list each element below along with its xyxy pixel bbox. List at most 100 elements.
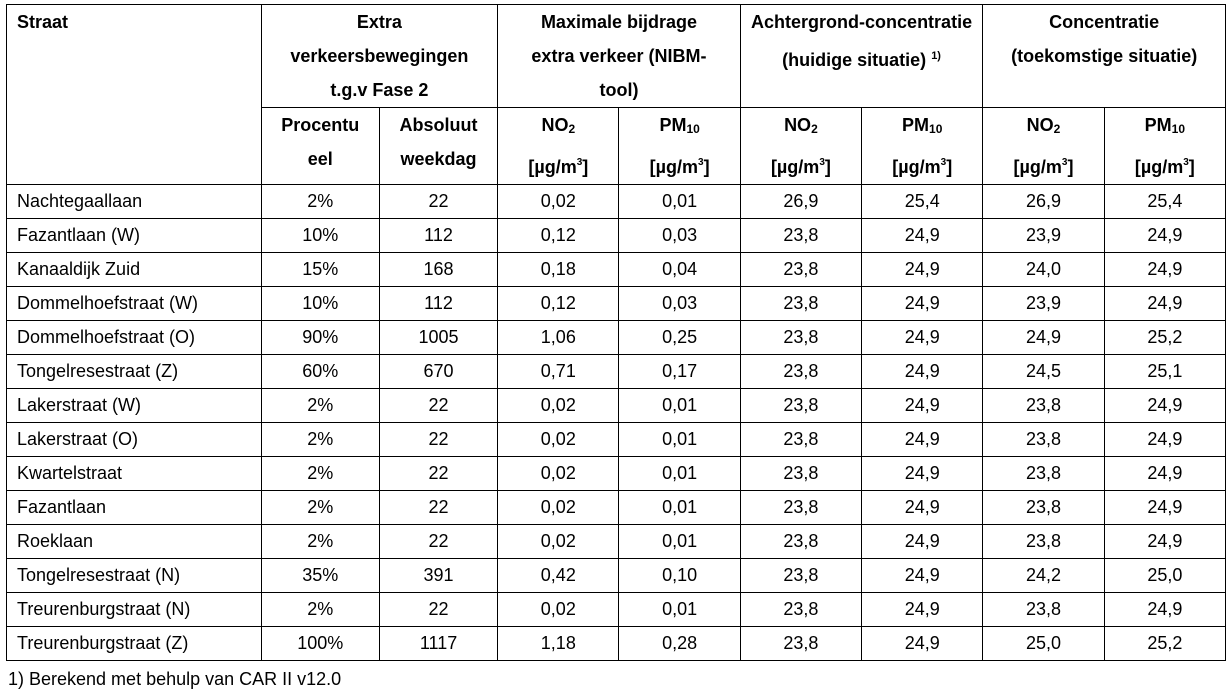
cell-absoluut: 22 xyxy=(378,184,499,219)
header-absoluut-weekdag: Absoluut weekdag xyxy=(378,107,499,185)
cell-con-pm10: 25,2 xyxy=(1103,626,1227,661)
cell-con-no2: 23,8 xyxy=(982,388,1105,423)
cell-absoluut: 22 xyxy=(378,388,499,423)
cell-max-no2: 0,18 xyxy=(497,252,620,287)
cell-procent: 60% xyxy=(260,354,380,389)
cell-ach-pm10: 24,9 xyxy=(861,558,984,593)
cell-absoluut: 22 xyxy=(378,422,499,457)
cell-ach-pm10: 24,9 xyxy=(861,320,984,355)
cell-ach-no2: 26,9 xyxy=(739,184,863,219)
cell-con-no2: 25,0 xyxy=(982,626,1105,661)
header-concentratie: Concentratie (toekomstige situatie) xyxy=(982,4,1226,108)
cell-con-pm10: 25,2 xyxy=(1103,320,1227,355)
cell-ach-no2: 23,8 xyxy=(739,524,863,559)
table-row: Tongelresestraat (Z) 60% 670 0,71 0,17 23,8 24… xyxy=(6,354,1227,389)
cell-straat: Lakerstraat (W) xyxy=(6,388,262,423)
cell-absoluut: 22 xyxy=(378,456,499,491)
cell-max-no2: 0,12 xyxy=(497,218,620,253)
header-maximale-bijdrage: Maximale bijdrage extra verkeer (NIBM-to… xyxy=(497,4,741,108)
table-row: Tongelresestraat (N) 35% 391 0,42 0,10 23,8 24… xyxy=(6,558,1227,593)
table-row: Fazantlaan (W) 10% 112 0,12 0,03 23,8 24,9 23,9… xyxy=(6,218,1227,253)
cell-absoluut: 22 xyxy=(378,524,499,559)
cell-ach-pm10: 24,9 xyxy=(861,626,984,661)
cell-con-no2: 23,8 xyxy=(982,490,1105,525)
cell-procent: 10% xyxy=(260,218,380,253)
cell-con-no2: 26,9 xyxy=(982,184,1105,219)
cell-ach-pm10: 24,9 xyxy=(861,524,984,559)
cell-ach-pm10: 24,9 xyxy=(861,388,984,423)
cell-max-pm10: 0,01 xyxy=(618,422,741,457)
cell-ach-no2: 23,8 xyxy=(739,558,863,593)
table-row: Treurenburgstraat (N) 2% 22 0,02 0,01 23,8 24,… xyxy=(6,592,1227,627)
cell-max-no2: 0,02 xyxy=(497,592,620,627)
cell-con-pm10: 24,9 xyxy=(1103,456,1227,491)
cell-procent: 2% xyxy=(260,388,380,423)
cell-ach-no2: 23,8 xyxy=(739,456,863,491)
cell-absoluut: 112 xyxy=(378,286,499,321)
cell-ach-no2: 23,8 xyxy=(739,490,863,525)
cell-straat: Dommelhoefstraat (W) xyxy=(6,286,262,321)
cell-max-pm10: 0,28 xyxy=(618,626,741,661)
footnote-marker: 1) xyxy=(931,50,941,62)
header-conc-pm10: PM10 [µg/m3] xyxy=(1103,107,1227,185)
cell-procent: 2% xyxy=(260,456,380,491)
cell-max-no2: 0,02 xyxy=(497,388,620,423)
cell-con-pm10: 25,0 xyxy=(1103,558,1227,593)
cell-max-pm10: 0,01 xyxy=(618,456,741,491)
cell-con-pm10: 25,1 xyxy=(1103,354,1227,389)
header-achtergrondconcentratie-label: Achtergrond-concentratie (huidige situat… xyxy=(751,12,973,70)
cell-con-pm10: 24,9 xyxy=(1103,524,1227,559)
cell-con-pm10: 24,9 xyxy=(1103,490,1227,525)
cell-absoluut: 1117 xyxy=(378,626,499,661)
cell-max-no2: 0,42 xyxy=(497,558,620,593)
header-achter-no2: NO2 [µg/m3] xyxy=(739,107,863,185)
cell-procent: 10% xyxy=(260,286,380,321)
table-row: Fazantlaan 2% 22 0,02 0,01 23,8 24,9 23,8 24,9 xyxy=(6,490,1227,525)
header-row-1: Straat Extra verkeersbewegingen t.g.v Fa… xyxy=(6,4,1226,185)
cell-procent: 2% xyxy=(260,592,380,627)
cell-ach-no2: 23,8 xyxy=(739,592,863,627)
table-row: Kwartelstraat 2% 22 0,02 0,01 23,8 24,9 23,8 24,… xyxy=(6,456,1227,491)
cell-straat: Roeklaan xyxy=(6,524,262,559)
cell-max-pm10: 0,03 xyxy=(618,218,741,253)
cell-procent: 2% xyxy=(260,422,380,457)
header-conc-no2: NO2 [µg/m3] xyxy=(982,107,1105,185)
header-achtergrondconcentratie: Achtergrond-concentratie (huidige situat… xyxy=(739,4,984,108)
table-row: Dommelhoefstraat (O) 90% 1005 1,06 0,25 23,8 2… xyxy=(6,320,1227,355)
cell-ach-no2: 23,8 xyxy=(739,286,863,321)
cell-absoluut: 22 xyxy=(378,490,499,525)
cell-ach-pm10: 24,9 xyxy=(861,422,984,457)
cell-max-pm10: 0,04 xyxy=(618,252,741,287)
cell-max-pm10: 0,01 xyxy=(618,184,741,219)
cell-procent: 2% xyxy=(260,490,380,525)
cell-max-pm10: 0,03 xyxy=(618,286,741,321)
cell-straat: Nachtegaallaan xyxy=(6,184,262,219)
header-procentueel: Procentueel xyxy=(260,107,380,185)
cell-straat: Tongelresestraat (N) xyxy=(6,558,262,593)
table-row: Kanaaldijk Zuid 15% 168 0,18 0,04 23,8 24,9 24,… xyxy=(6,252,1227,287)
cell-con-pm10: 24,9 xyxy=(1103,252,1227,287)
table-row: Roeklaan 2% 22 0,02 0,01 23,8 24,9 23,8 24,9 xyxy=(6,524,1227,559)
cell-max-no2: 0,02 xyxy=(497,524,620,559)
cell-con-no2: 23,8 xyxy=(982,592,1105,627)
table-row: Lakerstraat (O) 2% 22 0,02 0,01 23,8 24,9 23,8 2… xyxy=(6,422,1227,457)
cell-ach-no2: 23,8 xyxy=(739,422,863,457)
cell-ach-no2: 23,8 xyxy=(739,218,863,253)
cell-procent: 90% xyxy=(260,320,380,355)
cell-max-pm10: 0,01 xyxy=(618,592,741,627)
cell-con-pm10: 24,9 xyxy=(1103,422,1227,457)
cell-max-no2: 0,12 xyxy=(497,286,620,321)
table-row: Treurenburgstraat (Z) 100% 1117 1,18 0,28 23,… xyxy=(6,626,1227,661)
cell-con-no2: 24,0 xyxy=(982,252,1105,287)
cell-absoluut: 391 xyxy=(378,558,499,593)
cell-max-no2: 0,02 xyxy=(497,422,620,457)
cell-max-no2: 1,18 xyxy=(497,626,620,661)
cell-con-pm10: 24,9 xyxy=(1103,218,1227,253)
cell-straat: Dommelhoefstraat (O) xyxy=(6,320,262,355)
table-body: Nachtegaallaan 2% 22 0,02 0,01 26,9 25,4 26,9 25… xyxy=(6,184,1227,661)
header-max-pm10: PM10 [µg/m3] xyxy=(618,107,741,185)
cell-con-no2: 23,8 xyxy=(982,524,1105,559)
document-page: Straat Extra verkeersbewegingen t.g.v Fa… xyxy=(6,4,1227,690)
header-max-no2: NO2 [µg/m3] xyxy=(497,107,620,185)
cell-straat: Kanaaldijk Zuid xyxy=(6,252,262,287)
